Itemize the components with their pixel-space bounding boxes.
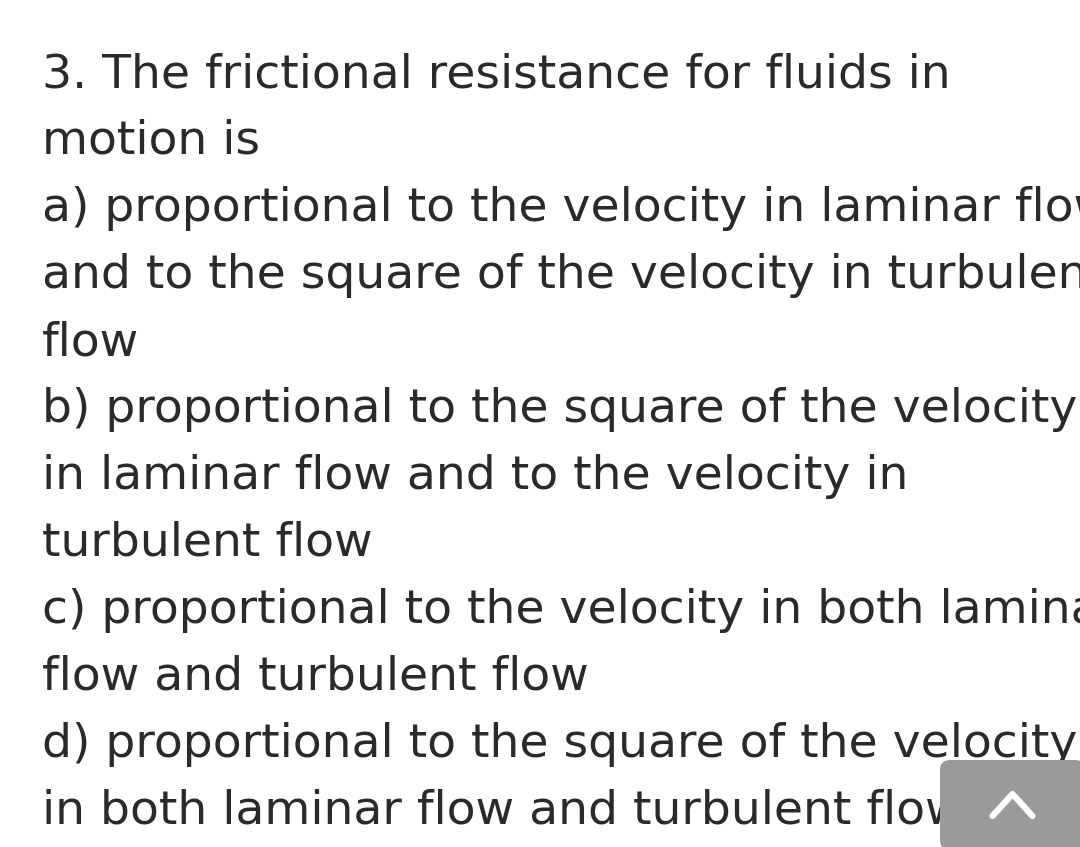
Text: in laminar flow and to the velocity in: in laminar flow and to the velocity in <box>42 454 908 499</box>
Text: and to the square of the velocity in turbulent: and to the square of the velocity in tur… <box>42 253 1080 298</box>
Text: flow and turbulent flow: flow and turbulent flow <box>42 655 589 700</box>
Text: a) proportional to the velocity in laminar flow: a) proportional to the velocity in lamin… <box>42 186 1080 231</box>
Text: in both laminar flow and turbulent flow: in both laminar flow and turbulent flow <box>42 789 963 834</box>
Text: d) proportional to the square of the velocity: d) proportional to the square of the vel… <box>42 722 1078 767</box>
Text: c) proportional to the velocity in both laminar: c) proportional to the velocity in both … <box>42 588 1080 633</box>
Text: flow: flow <box>42 320 139 365</box>
Text: b) proportional to the square of the velocity: b) proportional to the square of the vel… <box>42 387 1078 432</box>
Text: turbulent flow: turbulent flow <box>42 521 373 566</box>
Text: motion is: motion is <box>42 119 260 164</box>
Text: 3. The frictional resistance for fluids in: 3. The frictional resistance for fluids … <box>42 52 950 97</box>
FancyBboxPatch shape <box>940 760 1080 847</box>
